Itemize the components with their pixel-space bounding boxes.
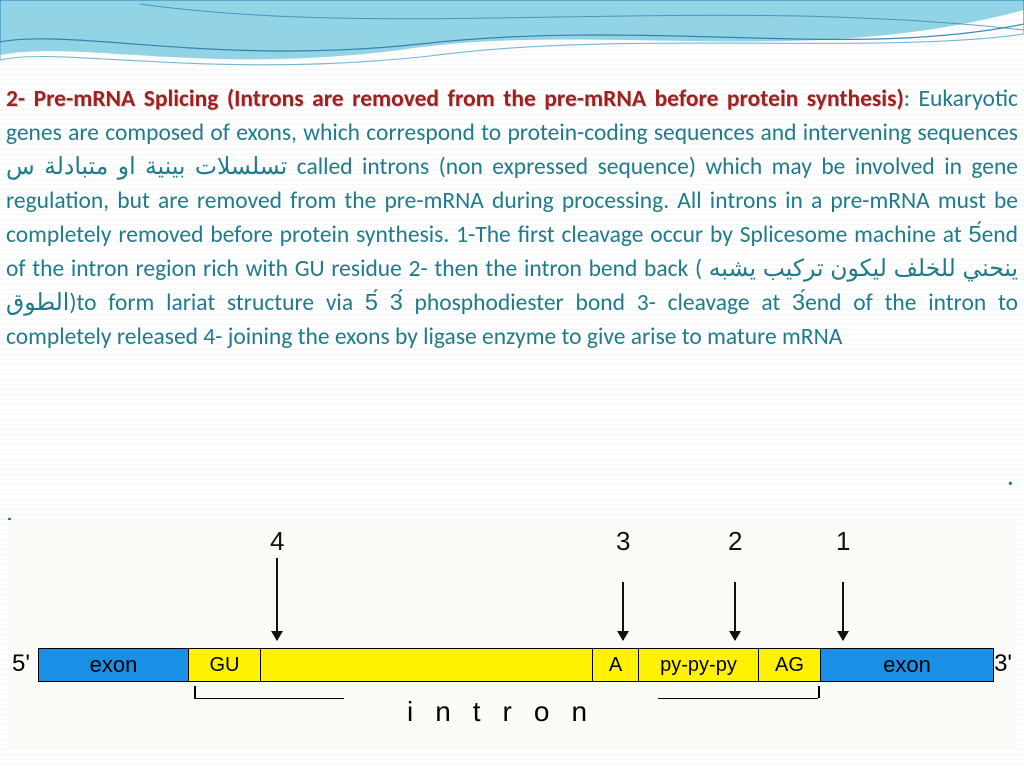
three-prime-label: 3' — [994, 650, 1012, 678]
intron-label: intron — [393, 696, 623, 728]
step-number: 2 — [728, 526, 742, 557]
arrow-icon — [276, 558, 278, 640]
exon-segment: exon — [821, 649, 993, 681]
step-number: 1 — [836, 526, 850, 557]
bracket-right — [658, 698, 818, 712]
intron-segment — [261, 649, 593, 681]
exon-segment: exon — [39, 649, 189, 681]
number-labels: 4 3 2 1 — [8, 526, 1016, 556]
arrow-icon — [622, 582, 624, 640]
mrna-strip: exonGUApy-py-pyAGexon — [38, 648, 994, 682]
intron-segment: py-py-py — [639, 649, 759, 681]
intron-segment: GU — [189, 649, 261, 681]
intron-segment: AG — [759, 649, 821, 681]
arrow-icon — [842, 582, 844, 640]
heading-red: 2- Pre-mRNA Splicing (Introns are remove… — [6, 85, 904, 113]
trailing-dot-1: . — [1007, 458, 1014, 493]
body-3: )to form lariat structure via 5́ 3́ phos… — [6, 289, 1018, 351]
main-text: 2- Pre-mRNA Splicing (Introns are remove… — [0, 0, 1024, 355]
arabic-1: تسلسلات بينية او متبادلة س — [6, 153, 287, 181]
bracket-tick-right — [818, 686, 820, 698]
splicing-diagram: 4321 5' exonGUApy-py-pyAGexon 3' intron — [8, 520, 1016, 750]
step-number: 3 — [616, 526, 630, 557]
arrow-icon — [734, 582, 736, 640]
step-number: 4 — [270, 526, 284, 557]
five-prime-label: 5' — [12, 650, 30, 678]
intron-segment: A — [593, 649, 639, 681]
